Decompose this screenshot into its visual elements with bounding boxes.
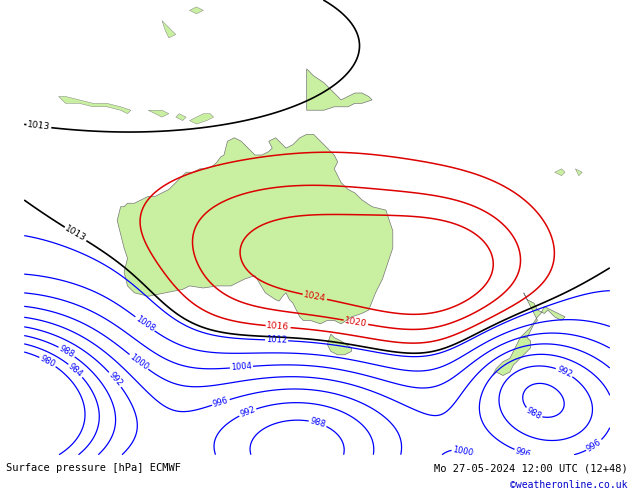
Text: 1016: 1016 bbox=[266, 321, 290, 332]
Polygon shape bbox=[555, 169, 565, 176]
Text: 980: 980 bbox=[39, 354, 57, 369]
Text: 996: 996 bbox=[585, 438, 604, 454]
Text: 992: 992 bbox=[238, 405, 257, 419]
Polygon shape bbox=[307, 69, 372, 110]
Text: 1013: 1013 bbox=[63, 224, 87, 244]
Polygon shape bbox=[58, 97, 131, 114]
Polygon shape bbox=[190, 7, 204, 14]
Text: 1012: 1012 bbox=[266, 335, 287, 345]
Text: Surface pressure [hPa] ECMWF: Surface pressure [hPa] ECMWF bbox=[6, 463, 181, 473]
Text: 988: 988 bbox=[309, 416, 327, 430]
Text: 1000: 1000 bbox=[452, 445, 474, 458]
Polygon shape bbox=[176, 114, 186, 121]
Polygon shape bbox=[117, 134, 393, 324]
Polygon shape bbox=[521, 293, 565, 338]
Text: 1020: 1020 bbox=[344, 316, 368, 328]
Text: 1013: 1013 bbox=[27, 121, 51, 132]
Polygon shape bbox=[148, 110, 169, 117]
Polygon shape bbox=[162, 21, 176, 38]
Text: 996: 996 bbox=[212, 396, 230, 409]
Text: 988: 988 bbox=[524, 406, 543, 421]
Text: 988: 988 bbox=[58, 344, 76, 360]
Text: 984: 984 bbox=[67, 362, 84, 379]
Polygon shape bbox=[190, 114, 214, 124]
Polygon shape bbox=[576, 169, 582, 176]
Polygon shape bbox=[493, 338, 531, 375]
Text: 1008: 1008 bbox=[134, 314, 156, 334]
Text: 992: 992 bbox=[555, 365, 573, 379]
Text: 992: 992 bbox=[107, 370, 124, 389]
Text: 1024: 1024 bbox=[303, 290, 327, 303]
Text: Mo 27-05-2024 12:00 UTC (12+48): Mo 27-05-2024 12:00 UTC (12+48) bbox=[434, 463, 628, 473]
Text: 1004: 1004 bbox=[231, 362, 252, 372]
Polygon shape bbox=[327, 334, 351, 355]
Text: 1000: 1000 bbox=[127, 352, 150, 372]
Text: 996: 996 bbox=[514, 446, 532, 459]
Text: ©weatheronline.co.uk: ©weatheronline.co.uk bbox=[510, 480, 628, 490]
